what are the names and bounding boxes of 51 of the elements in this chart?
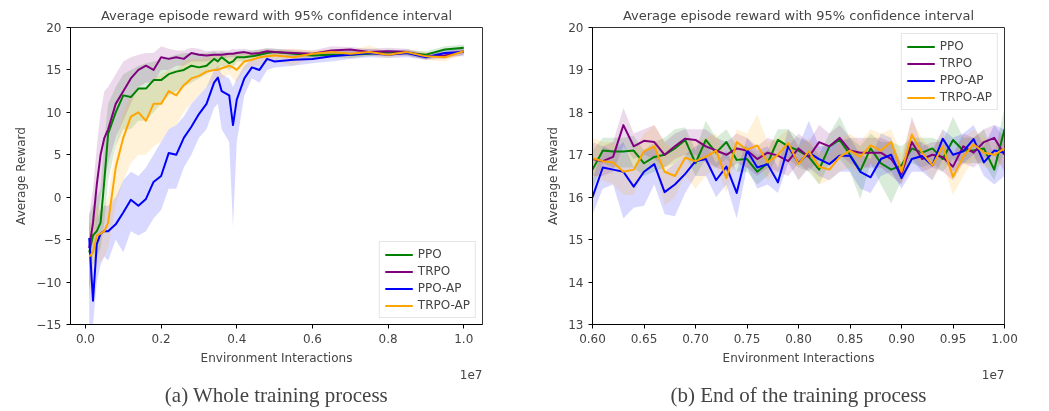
- y-tick-label: 15: [46, 63, 62, 78]
- line-series: [592, 133, 1005, 180]
- x-tick-label: 0.8: [378, 331, 398, 346]
- x-tick-label: 1.0: [454, 331, 474, 346]
- text: (b) End of the training process: [670, 382, 927, 407]
- line-series: [592, 137, 1005, 199]
- y-tick-label: −10: [36, 275, 62, 290]
- x-tick-label: 1.00: [991, 331, 1018, 346]
- y-tick-label: 18: [568, 105, 584, 120]
- y-tick-label: 14: [568, 275, 584, 290]
- y-tick-label: 20: [568, 21, 584, 35]
- legend-label: PPO-AP: [939, 73, 984, 87]
- y-tick-label: 5: [53, 148, 62, 163]
- text: 1e7: [981, 367, 1005, 382]
- x-tick-label: 0.2: [151, 331, 171, 346]
- legend-label: TRPO-AP: [417, 298, 470, 312]
- y-tick-label: 10: [46, 105, 62, 120]
- legend-label: TRPO: [939, 56, 973, 70]
- x-tick-label: 0.65: [630, 331, 658, 346]
- legend-label: PPO: [417, 247, 442, 261]
- y-tick-label: 20: [46, 21, 62, 35]
- y-axis-title: Average Reward: [14, 127, 29, 225]
- x-tick-label: 0.70: [682, 331, 709, 346]
- y-axis-title: Average Reward: [546, 127, 561, 225]
- legend-label: TRPO: [417, 264, 451, 278]
- chart-title: Average episode reward with 95% confidence interval: [622, 7, 975, 23]
- y-tick-label: −5: [43, 233, 62, 248]
- x-axis-title: Environment Interactions: [722, 350, 875, 365]
- y-tick-label: 17: [568, 148, 584, 163]
- y-tick-label: 13: [568, 318, 584, 332]
- y-tick-label: 0: [53, 190, 62, 205]
- x-tick-label: 0.85: [836, 331, 864, 346]
- x-tick-label: 0.0: [75, 331, 95, 346]
- x-axis-title: Environment Interactions: [200, 350, 353, 365]
- text: (a) Whole training process: [164, 382, 388, 407]
- x-tick-label: 0.6: [302, 331, 322, 346]
- x-tick-label: 0.80: [785, 331, 812, 346]
- x-tick-label: 0.4: [227, 331, 247, 346]
- y-tick-label: 15: [568, 233, 584, 248]
- legend-label: PPO: [939, 39, 964, 53]
- legend-label: PPO-AP: [417, 281, 462, 295]
- y-tick-label: 19: [568, 63, 584, 78]
- y-tick-label: −15: [36, 318, 62, 332]
- x-tick-label: 0.95: [939, 331, 967, 346]
- legend-label: TRPO-AP: [939, 90, 992, 104]
- x-tick-label: 0.75: [733, 331, 761, 346]
- y-tick-label: 16: [568, 190, 584, 205]
- chart-title: Average episode reward with 95% confidence interval: [100, 7, 453, 23]
- x-tick-label: 0.90: [888, 331, 915, 346]
- x-tick-label: 0.60: [579, 331, 606, 346]
- text: 1e7: [459, 367, 483, 382]
